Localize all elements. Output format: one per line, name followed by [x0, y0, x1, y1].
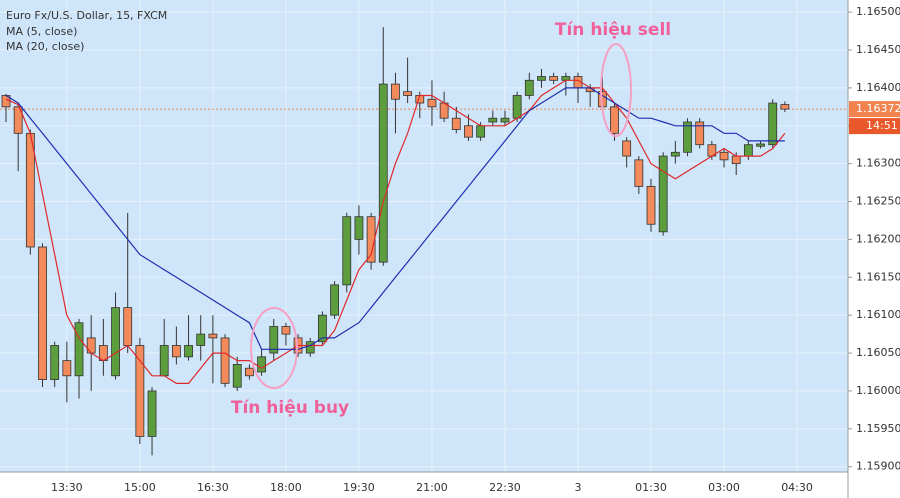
candle-body	[269, 326, 279, 354]
candle-body	[610, 106, 619, 134]
candle-body	[658, 155, 668, 233]
candle-body	[220, 337, 230, 384]
candle-body	[537, 76, 546, 81]
candle-body	[62, 360, 72, 377]
candle-body	[500, 117, 510, 123]
candle-body	[743, 144, 753, 157]
y-tick-label: 1.15900	[856, 460, 900, 473]
x-tick-label: 04:30	[781, 481, 813, 494]
y-tick-label: 1.15950	[856, 422, 900, 435]
y-tick-label: 1.16400	[856, 81, 900, 94]
countdown-box	[849, 118, 900, 135]
candle-body	[13, 106, 23, 134]
candle-body	[403, 91, 413, 96]
candle-body	[391, 83, 400, 100]
moving-average-line	[5, 87, 785, 350]
candle-body	[622, 140, 632, 157]
x-tick-label: 19:30	[343, 481, 375, 494]
candle-body	[244, 367, 254, 377]
candle-body	[768, 102, 778, 146]
x-tick-label: 01:30	[635, 481, 667, 494]
candle-body	[50, 345, 60, 380]
candle-body	[318, 314, 327, 343]
y-axis-background	[848, 0, 900, 498]
candle-body	[549, 76, 559, 81]
sell-highlight	[600, 43, 632, 137]
legend-entry: MA (20, close)	[6, 40, 84, 53]
annotation: Tín hiệu sell	[555, 20, 671, 40]
buy-highlight	[250, 307, 298, 389]
x-tick-label: 21:00	[416, 481, 448, 494]
candle-body	[756, 143, 765, 147]
candle-body	[670, 151, 680, 157]
moving-average-line	[5, 79, 786, 384]
x-tick-label: 03:00	[708, 481, 740, 494]
candle-body	[634, 159, 644, 187]
x-tick-label: 13:30	[51, 481, 83, 494]
candle-body	[646, 185, 656, 225]
candle-body	[524, 79, 534, 96]
candle-body	[86, 337, 96, 354]
last-price-box	[849, 101, 900, 118]
y-tick-label: 1.16250	[856, 195, 900, 208]
legend-entry: MA (5, close)	[6, 25, 77, 38]
candle-body	[74, 322, 84, 377]
x-axis-background	[0, 472, 848, 498]
candle-body	[171, 345, 181, 358]
countdown-label: 14:51	[866, 119, 898, 132]
x-tick-label: 16:30	[197, 481, 229, 494]
y-tick-label: 1.16500	[856, 5, 900, 18]
x-tick-label: 22:30	[489, 481, 521, 494]
candle-body	[159, 345, 169, 377]
candle-body	[464, 125, 473, 138]
y-tick-label: 1.16300	[856, 157, 900, 170]
candle-body	[488, 117, 498, 123]
x-tick-label: 18:00	[270, 481, 302, 494]
candle-body	[780, 104, 790, 110]
y-tick-label: 1.16450	[856, 43, 900, 56]
candle-body	[123, 307, 133, 346]
candle-body	[184, 345, 193, 358]
candle-body	[111, 307, 120, 377]
candle-body	[208, 333, 218, 339]
y-tick-label: 1.16000	[856, 384, 900, 397]
candle-body	[731, 155, 741, 165]
x-tick-label: 15:00	[124, 481, 156, 494]
candle-body	[342, 216, 352, 286]
x-tick-label: 3	[574, 481, 581, 494]
candle-body	[38, 246, 47, 380]
candle-body	[354, 216, 364, 240]
last-price-label: 1.16372	[856, 102, 900, 115]
candle-body	[281, 326, 291, 335]
candle-body	[196, 333, 206, 346]
candle-body	[330, 284, 339, 316]
annotation: Tín hiệu buy	[231, 398, 349, 418]
candle-body	[257, 356, 266, 373]
candle-body	[427, 98, 437, 108]
candle-body	[135, 345, 145, 437]
chart-title: Euro Fx/U.S. Dollar, 15, FXCM	[6, 9, 167, 22]
candle-body	[476, 125, 486, 138]
candle-body	[683, 121, 692, 153]
candle-body	[147, 390, 157, 437]
candle-body	[451, 117, 461, 130]
candle-body	[512, 95, 522, 119]
y-tick-label: 1.16050	[856, 346, 900, 359]
candle-body	[378, 83, 388, 263]
candle-body	[232, 364, 242, 388]
y-tick-label: 1.16200	[856, 232, 900, 245]
candle-body	[719, 151, 729, 161]
candle-body	[695, 121, 705, 146]
y-tick-label: 1.16100	[856, 308, 900, 321]
y-tick-label: 1.16150	[856, 270, 900, 283]
